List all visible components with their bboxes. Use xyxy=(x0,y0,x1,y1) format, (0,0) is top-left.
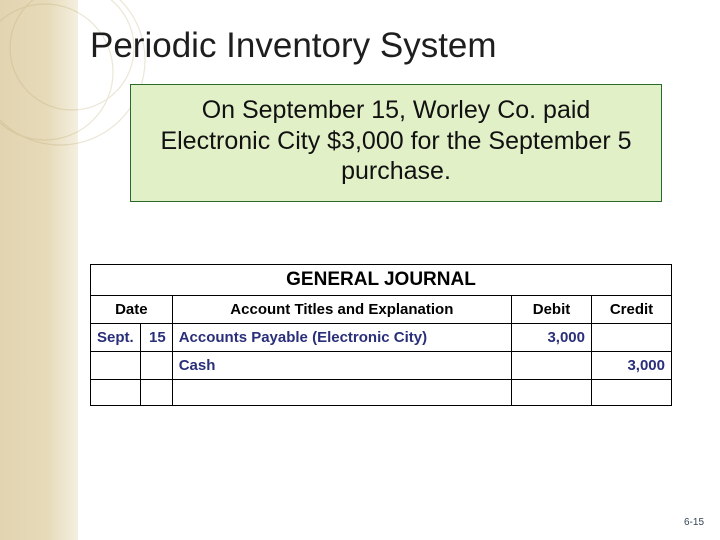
cell-debit: 3,000 xyxy=(512,323,592,351)
cell-month: Sept. xyxy=(91,323,141,351)
cell-credit: 3,000 xyxy=(592,351,672,379)
col-credit: Credit xyxy=(592,295,672,323)
table-row: Sept. 15 Accounts Payable (Electronic Ci… xyxy=(91,323,672,351)
scenario-text: On September 15, Worley Co. paid Electro… xyxy=(153,95,639,187)
slide-body: Periodic Inventory System On September 1… xyxy=(0,0,720,540)
table-row xyxy=(91,379,672,405)
cell-account: Cash xyxy=(172,351,511,379)
cell-day xyxy=(140,351,172,379)
page-number: 6-15 xyxy=(684,517,704,528)
cell-debit xyxy=(512,351,592,379)
cell-month xyxy=(91,351,141,379)
scenario-box: On September 15, Worley Co. paid Electro… xyxy=(130,84,662,202)
journal-table: Date Account Titles and Explanation Debi… xyxy=(90,295,672,406)
journal-heading: GENERAL JOURNAL xyxy=(90,264,672,295)
cell-credit xyxy=(592,379,672,405)
cell-day: 15 xyxy=(140,323,172,351)
cell-credit xyxy=(592,323,672,351)
col-date: Date xyxy=(91,295,173,323)
cell-account: Accounts Payable (Electronic City) xyxy=(172,323,511,351)
col-debit: Debit xyxy=(512,295,592,323)
table-header-row: Date Account Titles and Explanation Debi… xyxy=(91,295,672,323)
cell-month xyxy=(91,379,141,405)
general-journal: GENERAL JOURNAL Date Account Titles and … xyxy=(90,264,672,406)
cell-account xyxy=(172,379,511,405)
col-account: Account Titles and Explanation xyxy=(172,295,511,323)
cell-day xyxy=(140,379,172,405)
table-row: Cash 3,000 xyxy=(91,351,672,379)
page-title: Periodic Inventory System xyxy=(90,26,672,66)
cell-debit xyxy=(512,379,592,405)
